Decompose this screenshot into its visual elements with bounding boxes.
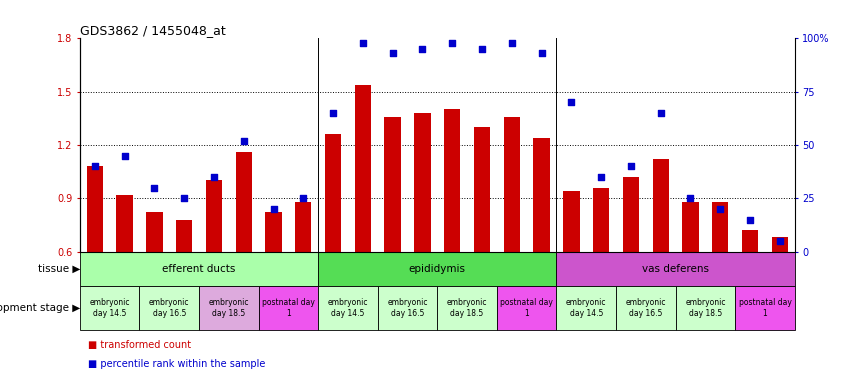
Bar xyxy=(563,191,579,252)
Text: ■ percentile rank within the sample: ■ percentile rank within the sample xyxy=(88,359,266,369)
Point xyxy=(684,195,697,201)
Bar xyxy=(140,286,199,330)
Text: postnatal day
1: postnatal day 1 xyxy=(738,298,791,318)
Text: embryonic
day 14.5: embryonic day 14.5 xyxy=(328,298,368,318)
Point xyxy=(88,163,102,169)
Bar xyxy=(80,286,140,330)
Point xyxy=(326,110,340,116)
Bar xyxy=(199,286,259,330)
Text: embryonic
day 14.5: embryonic day 14.5 xyxy=(566,298,606,318)
Bar xyxy=(146,212,162,252)
Text: vas deferens: vas deferens xyxy=(642,264,709,274)
Point xyxy=(773,238,786,244)
Bar xyxy=(772,237,788,252)
Point xyxy=(654,110,668,116)
Point xyxy=(267,206,280,212)
Text: postnatal day
1: postnatal day 1 xyxy=(500,298,553,318)
Text: embryonic
day 18.5: embryonic day 18.5 xyxy=(209,298,249,318)
Bar xyxy=(116,195,133,252)
Point xyxy=(535,50,548,56)
Point xyxy=(297,195,310,201)
Text: embryonic
day 16.5: embryonic day 16.5 xyxy=(388,298,428,318)
Text: embryonic
day 16.5: embryonic day 16.5 xyxy=(149,298,189,318)
Bar xyxy=(295,202,311,252)
Bar xyxy=(653,159,669,252)
Point xyxy=(743,217,757,223)
Bar xyxy=(355,84,371,252)
Bar xyxy=(622,177,639,252)
Point xyxy=(118,152,131,159)
Bar xyxy=(533,138,550,252)
Bar xyxy=(176,220,193,252)
Point xyxy=(624,163,637,169)
Text: embryonic
day 16.5: embryonic day 16.5 xyxy=(626,298,666,318)
Point xyxy=(505,40,519,46)
Point xyxy=(148,185,161,191)
Bar xyxy=(616,286,675,330)
Point xyxy=(386,50,399,56)
Bar xyxy=(557,286,616,330)
Bar xyxy=(384,117,401,252)
Bar xyxy=(682,202,699,252)
Point xyxy=(595,174,608,180)
Point xyxy=(713,206,727,212)
Point xyxy=(564,99,578,106)
Text: efferent ducts: efferent ducts xyxy=(162,264,235,274)
Bar xyxy=(206,180,222,252)
Bar xyxy=(437,286,497,330)
Bar xyxy=(473,127,490,252)
Bar xyxy=(444,109,460,252)
Bar xyxy=(742,230,759,252)
Point xyxy=(356,40,369,46)
Bar xyxy=(259,286,318,330)
Bar xyxy=(318,252,557,286)
Bar xyxy=(504,117,520,252)
Text: postnatal day
1: postnatal day 1 xyxy=(262,298,315,318)
Text: embryonic
day 18.5: embryonic day 18.5 xyxy=(447,298,487,318)
Bar xyxy=(557,252,795,286)
Bar xyxy=(712,202,728,252)
Bar xyxy=(235,152,252,252)
Bar xyxy=(318,286,378,330)
Point xyxy=(475,46,489,52)
Text: development stage ▶: development stage ▶ xyxy=(0,303,80,313)
Bar xyxy=(80,252,318,286)
Text: epididymis: epididymis xyxy=(409,264,466,274)
Bar xyxy=(497,286,557,330)
Bar xyxy=(265,212,282,252)
Bar xyxy=(325,134,341,252)
Text: embryonic
day 14.5: embryonic day 14.5 xyxy=(89,298,130,318)
Point xyxy=(177,195,191,201)
Text: embryonic
day 18.5: embryonic day 18.5 xyxy=(685,298,726,318)
Point xyxy=(446,40,459,46)
Point xyxy=(207,174,220,180)
Bar xyxy=(87,166,103,252)
Point xyxy=(237,137,251,144)
Bar xyxy=(378,286,437,330)
Bar xyxy=(735,286,795,330)
Text: GDS3862 / 1455048_at: GDS3862 / 1455048_at xyxy=(80,24,225,37)
Text: tissue ▶: tissue ▶ xyxy=(38,264,80,274)
Bar xyxy=(593,188,610,252)
Text: ■ transformed count: ■ transformed count xyxy=(88,340,192,350)
Bar xyxy=(675,286,735,330)
Point xyxy=(415,46,429,52)
Bar xyxy=(415,113,431,252)
